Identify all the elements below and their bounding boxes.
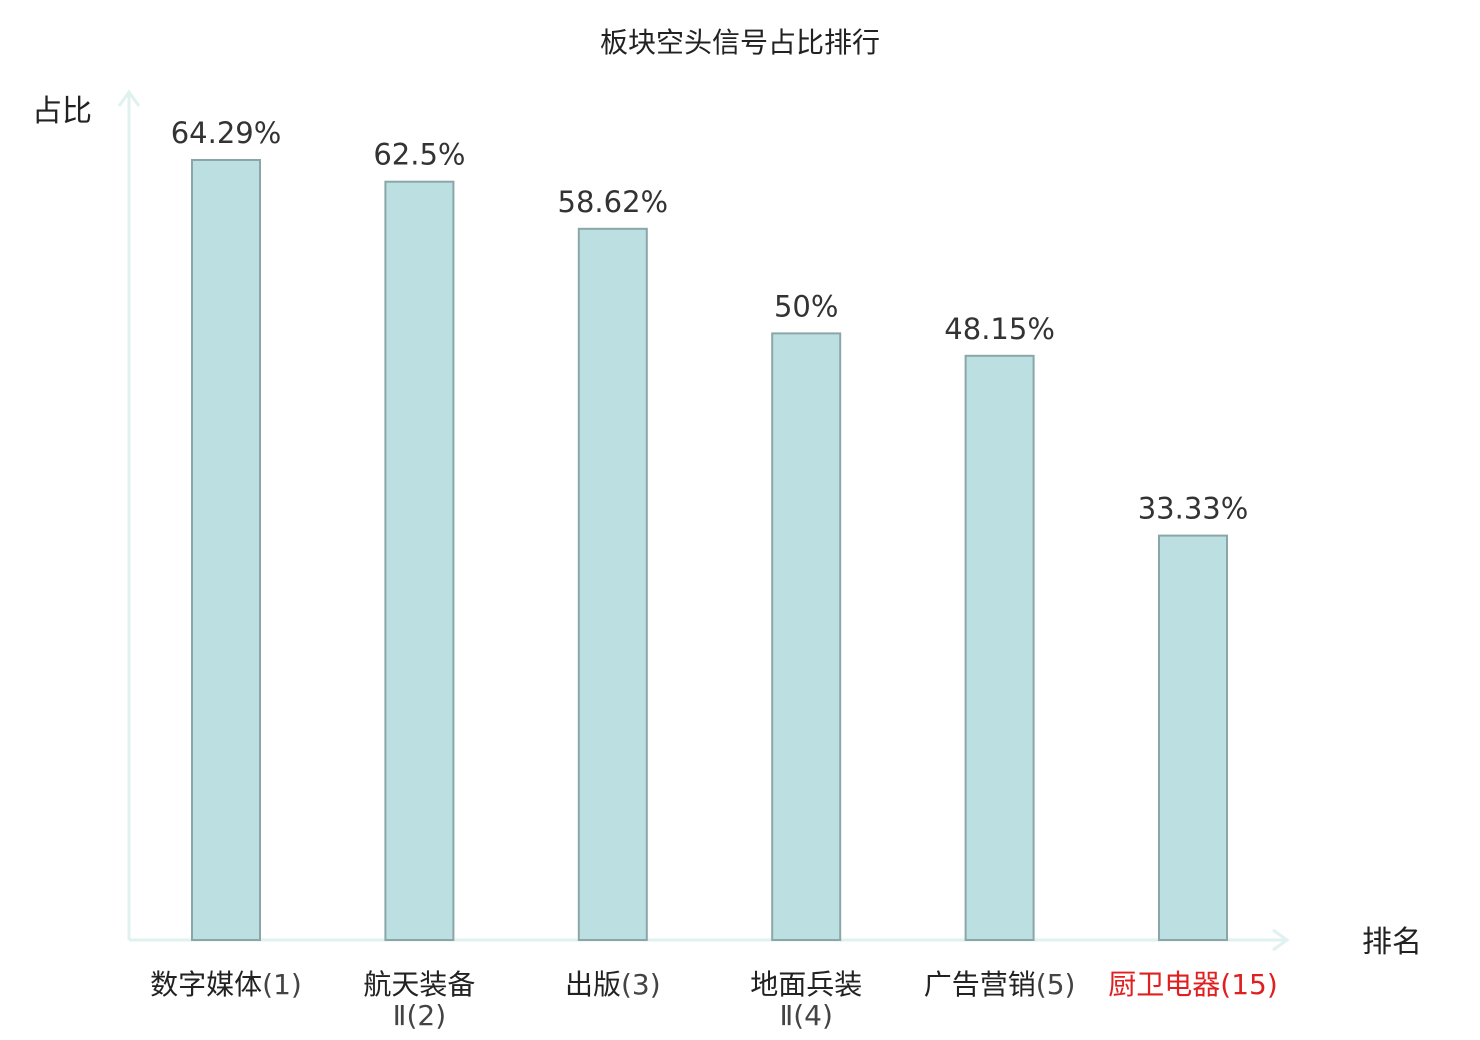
category-name: 地面兵装 (750, 968, 862, 1001)
category-label-6: 厨卫电器(15) (1108, 968, 1278, 1001)
category-name: 厨卫电器 (1108, 968, 1220, 1001)
category-label-4-line2: Ⅱ(4) (779, 999, 832, 1032)
bars-group (191, 159, 1228, 942)
category-name: 数字媒体 (150, 968, 262, 1001)
bar-1 (191, 159, 261, 941)
chart-title: 板块空头信号占比排行 (600, 26, 880, 59)
value-labels-group: 64.29% 62.5% 58.62% 50% 48.15% 33.33% (171, 116, 1249, 526)
value-label-6: 33.33% (1138, 492, 1249, 526)
bar-6 (1158, 534, 1228, 941)
category-label-1: 数字媒体(1) (150, 968, 302, 1001)
category-rank: (4) (793, 999, 833, 1032)
category-label-4: 地面兵装 (750, 968, 862, 1001)
category-name-suffix: Ⅱ (779, 999, 793, 1032)
bar-2 (384, 180, 455, 941)
category-rank: (15) (1220, 968, 1277, 1001)
x-axis (129, 928, 1290, 952)
category-rank: (5) (1036, 968, 1076, 1001)
category-name-suffix: Ⅱ (393, 999, 407, 1032)
bar-5 (964, 354, 1035, 941)
category-rank: (1) (262, 968, 302, 1001)
category-label-2-line2: Ⅱ(2) (393, 999, 446, 1032)
y-axis-label: 占比 (32, 94, 92, 129)
bar-4 (771, 332, 842, 941)
category-rank: (3) (621, 968, 661, 1001)
value-label-4: 50% (774, 289, 838, 323)
x-axis-label: 排名 (1362, 925, 1422, 960)
category-label-2: 航天装备 (363, 968, 475, 1001)
y-axis (117, 89, 141, 940)
value-label-5: 48.15% (944, 312, 1055, 346)
value-label-2: 62.5% (373, 138, 465, 172)
bar-3 (577, 227, 648, 942)
category-rank: (2) (406, 999, 446, 1032)
value-label-3: 58.62% (558, 185, 669, 219)
category-name: 航天装备 (363, 968, 475, 1001)
category-label-5: 广告营销(5) (924, 968, 1076, 1001)
category-name: 出版 (565, 968, 621, 1001)
category-label-3: 出版(3) (565, 968, 661, 1001)
category-name: 广告营销 (924, 968, 1036, 1001)
value-label-1: 64.29% (171, 116, 282, 150)
